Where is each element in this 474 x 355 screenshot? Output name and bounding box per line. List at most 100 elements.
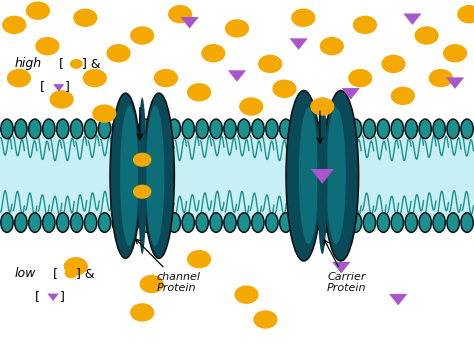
Ellipse shape (99, 213, 111, 233)
Circle shape (188, 251, 210, 268)
Ellipse shape (71, 213, 83, 233)
Circle shape (131, 304, 154, 321)
Ellipse shape (196, 119, 208, 138)
Circle shape (311, 98, 334, 115)
Ellipse shape (321, 213, 334, 233)
Ellipse shape (419, 213, 431, 233)
Circle shape (240, 98, 263, 115)
Ellipse shape (138, 97, 146, 254)
Ellipse shape (43, 213, 55, 233)
Circle shape (259, 55, 282, 72)
Ellipse shape (196, 213, 208, 233)
Bar (0, 122, 474, 229)
Circle shape (93, 105, 116, 122)
Polygon shape (332, 262, 350, 273)
Text: [: [ (53, 267, 58, 280)
Ellipse shape (391, 213, 403, 233)
Text: Carrier
Protein: Carrier Protein (324, 240, 366, 293)
Ellipse shape (308, 213, 320, 233)
Ellipse shape (71, 119, 83, 138)
Circle shape (140, 275, 163, 293)
Text: [: [ (59, 58, 64, 70)
Circle shape (226, 20, 248, 37)
Ellipse shape (182, 119, 194, 138)
Ellipse shape (419, 119, 431, 138)
Ellipse shape (15, 119, 27, 138)
Ellipse shape (15, 213, 27, 233)
Ellipse shape (391, 119, 403, 138)
Ellipse shape (120, 105, 138, 246)
Ellipse shape (210, 119, 222, 138)
Ellipse shape (349, 119, 362, 138)
Ellipse shape (154, 119, 166, 138)
Circle shape (71, 60, 82, 68)
Ellipse shape (84, 213, 97, 233)
Ellipse shape (266, 213, 278, 233)
Circle shape (415, 27, 438, 44)
Ellipse shape (363, 119, 375, 138)
Ellipse shape (112, 213, 125, 233)
Circle shape (74, 9, 97, 26)
Ellipse shape (182, 213, 194, 233)
Ellipse shape (317, 97, 328, 254)
Ellipse shape (224, 119, 236, 138)
Circle shape (155, 70, 177, 87)
Text: low: low (14, 267, 36, 280)
Circle shape (444, 45, 466, 62)
Polygon shape (403, 13, 421, 25)
Ellipse shape (377, 213, 390, 233)
Circle shape (349, 70, 372, 87)
Circle shape (107, 45, 130, 62)
Circle shape (50, 91, 73, 108)
Ellipse shape (336, 213, 348, 233)
Ellipse shape (323, 91, 358, 261)
Circle shape (27, 2, 49, 19)
Ellipse shape (308, 119, 320, 138)
Circle shape (320, 38, 343, 55)
Ellipse shape (363, 213, 375, 233)
Ellipse shape (99, 119, 111, 138)
Ellipse shape (293, 213, 306, 233)
Ellipse shape (293, 119, 306, 138)
Ellipse shape (238, 213, 250, 233)
Polygon shape (53, 84, 64, 92)
Circle shape (134, 153, 151, 166)
Ellipse shape (112, 119, 125, 138)
Circle shape (188, 84, 210, 101)
Ellipse shape (84, 119, 97, 138)
Circle shape (64, 258, 87, 275)
Circle shape (8, 70, 30, 87)
Ellipse shape (140, 213, 153, 233)
Circle shape (292, 9, 315, 26)
Ellipse shape (110, 93, 141, 258)
Text: ] &: ] & (76, 267, 94, 280)
Ellipse shape (377, 119, 390, 138)
Ellipse shape (146, 105, 164, 246)
Ellipse shape (144, 93, 174, 258)
Ellipse shape (447, 213, 459, 233)
Ellipse shape (126, 119, 138, 138)
Text: ] &: ] & (82, 58, 100, 70)
Circle shape (235, 286, 258, 303)
Circle shape (3, 16, 26, 33)
Circle shape (131, 27, 154, 44)
Ellipse shape (286, 91, 321, 261)
Polygon shape (228, 70, 246, 82)
Ellipse shape (154, 213, 166, 233)
Ellipse shape (140, 119, 153, 138)
Polygon shape (47, 294, 59, 301)
Ellipse shape (321, 119, 334, 138)
Polygon shape (389, 294, 407, 305)
Ellipse shape (1, 119, 13, 138)
Ellipse shape (168, 119, 181, 138)
Polygon shape (290, 38, 308, 50)
Ellipse shape (252, 119, 264, 138)
Ellipse shape (447, 119, 459, 138)
Ellipse shape (280, 119, 292, 138)
Text: [: [ (35, 290, 40, 303)
Circle shape (169, 6, 191, 23)
Text: ]: ] (60, 290, 65, 303)
Circle shape (202, 45, 225, 62)
Ellipse shape (210, 213, 222, 233)
Circle shape (36, 38, 59, 55)
